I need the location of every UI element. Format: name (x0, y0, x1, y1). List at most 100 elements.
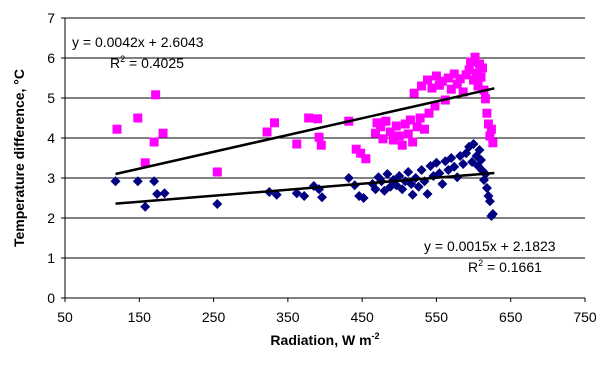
data-point-square (470, 52, 480, 62)
data-point-diamond (449, 161, 460, 172)
data-point-diamond (382, 169, 393, 179)
data-point-square (133, 113, 143, 123)
y-tick-label: 6 (47, 50, 55, 66)
data-point-square (371, 128, 381, 138)
x-tick-label: 50 (57, 309, 73, 325)
data-point-square (149, 137, 159, 147)
data-point-square (464, 65, 474, 75)
data-point-square (394, 131, 404, 141)
data-point-square (480, 94, 490, 104)
data-point-square (151, 90, 161, 100)
y-tick-labels: 0 1 2 3 4 5 6 7 (47, 10, 65, 306)
data-point-square (388, 135, 398, 145)
data-point-square (378, 134, 388, 144)
data-point-square (397, 140, 407, 150)
data-point-diamond (434, 168, 445, 179)
data-point-diamond (291, 188, 302, 199)
trendlines (115, 87, 495, 205)
trend-equation-top: y = 0.0042x + 2.6043 (72, 34, 204, 50)
data-point-diamond (474, 145, 485, 155)
data-point-square (381, 116, 391, 126)
data-point-square (443, 73, 453, 83)
r2-label-top: R2 = 0.4025 (110, 54, 184, 71)
data-point-diamond (437, 179, 448, 189)
gridlines (65, 17, 585, 259)
data-point-square (262, 127, 272, 137)
data-point-square (424, 108, 434, 118)
data-point-square (408, 137, 418, 147)
data-point-square (403, 129, 413, 139)
y-tick-label: 4 (47, 130, 55, 146)
x-tick-label: 250 (202, 309, 226, 325)
data-point-square (356, 148, 366, 158)
y-tick-label: 5 (47, 90, 55, 106)
data-point-diamond (406, 179, 417, 189)
series-square (112, 52, 498, 177)
data-point-diamond (358, 193, 369, 203)
data-point-square (112, 124, 122, 134)
data-point-diamond (140, 201, 151, 212)
x-tick-label: 450 (350, 309, 374, 325)
y-axis-title: Temperature difference, °C (11, 69, 27, 247)
y-tick-label: 0 (47, 290, 55, 306)
data-point-square (427, 83, 437, 93)
data-point-diamond (422, 189, 433, 199)
data-point-diamond (487, 209, 498, 219)
data-point-square (452, 79, 462, 89)
data-point-square (158, 128, 168, 138)
data-point-diamond (132, 176, 143, 187)
data-point-square (269, 118, 279, 128)
data-point-square (446, 84, 456, 94)
data-point-square (140, 158, 150, 168)
data-point-square (313, 114, 323, 124)
data-point-square (486, 124, 496, 134)
data-point-square (423, 75, 433, 85)
data-point-diamond (484, 196, 495, 207)
data-point-diamond (397, 184, 408, 195)
data-point-diamond (370, 184, 381, 195)
data-point-square (409, 88, 419, 98)
data-point-diamond (152, 189, 163, 199)
y-tick-label: 3 (47, 170, 55, 186)
x-tick-label: 650 (499, 309, 523, 325)
data-point-square (417, 81, 427, 91)
data-point-diamond (407, 189, 418, 200)
x-tick-label: 150 (128, 309, 152, 325)
data-point-square (430, 101, 440, 111)
data-point-diamond (110, 176, 121, 187)
data-point-diamond (317, 192, 328, 203)
data-point-square (483, 119, 493, 129)
data-point-square (437, 76, 447, 86)
data-point-diamond (394, 171, 405, 181)
data-point-square (314, 132, 324, 142)
data-point-square (476, 72, 486, 82)
data-point-square (449, 69, 459, 79)
data-point-square (391, 121, 401, 131)
axes (64, 18, 585, 299)
data-point-square (431, 71, 441, 81)
data-point-diamond (481, 183, 492, 193)
data-point-diamond (343, 173, 354, 183)
x-axis-title: Radiation, W m-2 (270, 331, 379, 348)
data-series (110, 52, 498, 221)
data-point-square (400, 119, 410, 129)
data-point-square (405, 115, 415, 125)
data-point-diamond (446, 153, 457, 163)
data-point-square (412, 122, 422, 132)
data-point-square (482, 108, 492, 118)
data-point-diamond (271, 189, 282, 200)
data-point-diamond (149, 176, 160, 187)
trendline (115, 171, 495, 205)
data-point-square (469, 75, 479, 85)
data-point-diamond (416, 165, 427, 175)
data-point-diamond (299, 191, 310, 201)
data-point-square (420, 124, 430, 134)
series-diamond (110, 139, 498, 221)
data-point-square (361, 154, 371, 164)
data-point-diamond (403, 167, 414, 177)
y-tick-label: 2 (47, 210, 55, 226)
r2-label-bottom: R2 = 0.1661 (468, 258, 542, 275)
data-point-diamond (431, 157, 442, 168)
x-tick-label: 750 (573, 309, 597, 325)
